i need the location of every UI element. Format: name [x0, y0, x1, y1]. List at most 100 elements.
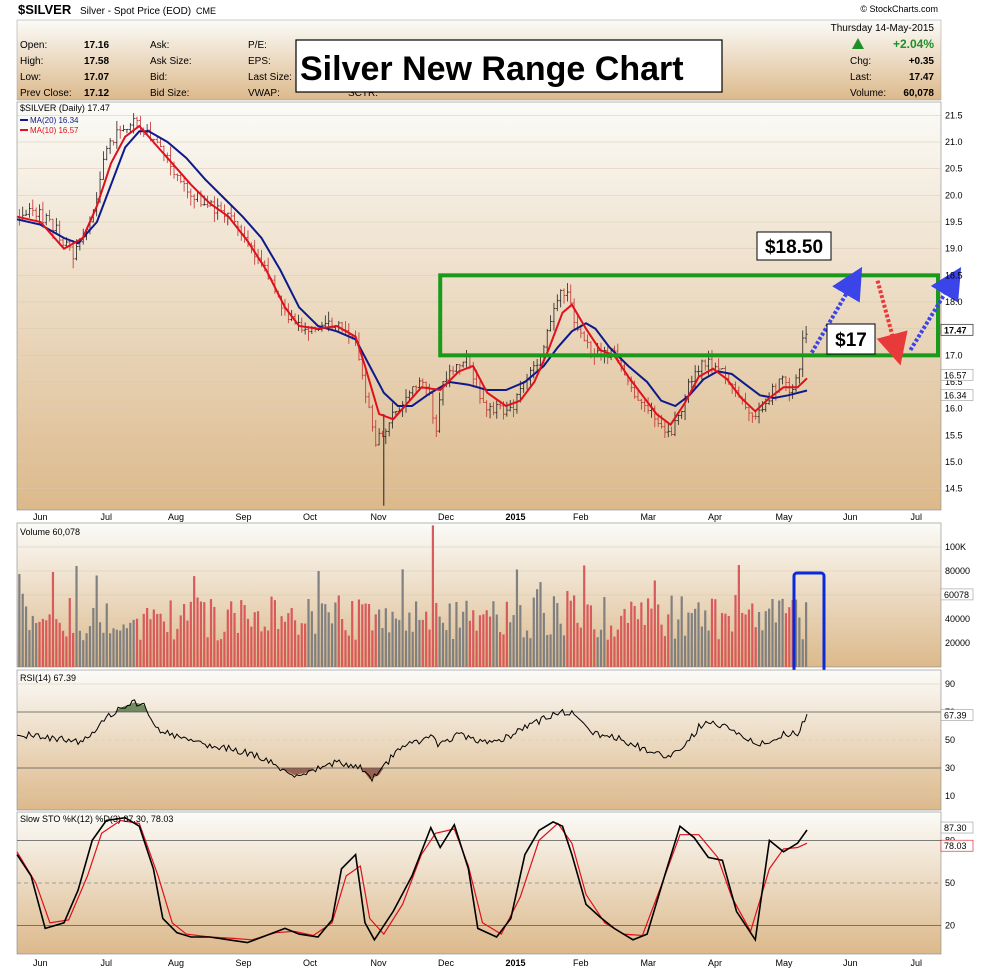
volume-bar: [478, 615, 482, 667]
volume-bar: [455, 602, 458, 667]
volume-bar: [411, 631, 414, 667]
volume-bar: [85, 633, 88, 667]
volume-bar: [519, 605, 522, 667]
volume-bar: [694, 608, 697, 667]
volume-bar: [559, 623, 562, 667]
volume-bar: [650, 608, 653, 667]
volume-bar: [230, 601, 233, 667]
volume-tick-label: 20000: [945, 638, 970, 648]
price-label: 16.57: [944, 370, 967, 380]
quote-stats-mid: Ask: Ask Size: Bid: Bid Size:: [150, 40, 192, 99]
volume-bar: [38, 621, 41, 667]
volume-bar: [209, 599, 213, 667]
quote-stats-mid2: P/E: EPS: Last Size: VWAP:: [248, 40, 292, 99]
volume-bar: [552, 596, 556, 667]
volume-bar: [162, 621, 166, 667]
month-label: Oct: [303, 512, 318, 522]
rsi-line: [16, 699, 808, 783]
month-label: Sep: [236, 512, 252, 522]
volume-bar: [310, 611, 313, 667]
volume-bar: [606, 639, 609, 667]
volume-bar: [509, 622, 512, 667]
price-tick-label: 21.5: [945, 110, 963, 120]
volume-bar: [317, 571, 320, 667]
label-low-text: $17: [835, 330, 867, 351]
label-high: $18.50: [756, 231, 832, 261]
volume-bar: [448, 603, 451, 667]
volume-bar: [626, 622, 630, 667]
volume-bar: [95, 575, 98, 667]
month-label: Jul: [101, 512, 113, 522]
volume-bar: [771, 598, 774, 667]
price-tick-label: 16.0: [945, 404, 963, 414]
volume-bar: [132, 619, 135, 667]
volume-bar: [764, 611, 767, 667]
volume-bar: [263, 626, 266, 667]
volume-bar: [660, 624, 663, 667]
volume-bar: [72, 632, 75, 667]
volume-bar: [754, 627, 757, 667]
volume-bar: [633, 605, 636, 667]
volume-bar: [41, 618, 44, 667]
volume-bar: [532, 597, 535, 667]
stat-label: Last Size:: [248, 72, 292, 83]
month-label: May: [776, 958, 794, 968]
volume-bar: [341, 619, 344, 667]
volume-tick-label: 100K: [945, 542, 966, 552]
volume-bar: [159, 613, 162, 667]
volume-bar: [798, 617, 801, 667]
rsi-last-label: 67.39: [944, 711, 967, 721]
stat-label: Last:: [850, 72, 872, 83]
stat-label: Ask Size:: [150, 56, 192, 67]
volume-bar: [119, 630, 122, 667]
candlestick-series: [17, 113, 808, 506]
volume-bar: [35, 623, 38, 667]
volume-bar: [724, 613, 727, 667]
month-label: Jun: [843, 512, 858, 522]
stat-label: EPS:: [248, 56, 271, 67]
volume-bar: [290, 607, 293, 667]
volume-bar: [451, 638, 455, 667]
volume-bar: [435, 602, 438, 667]
volume-bar: [334, 602, 337, 667]
volume-bar: [82, 640, 85, 667]
volume-bar: [300, 623, 303, 667]
volume-bar: [576, 622, 579, 667]
volume-bar: [714, 599, 717, 667]
stat-label: Ask:: [150, 40, 169, 51]
month-label: Oct: [303, 958, 318, 968]
month-axis-bottom: Jun Jul Aug Sep Oct Nov Dec 2015 Feb Mar Apr May Jun…: [33, 958, 922, 968]
volume-bar: [166, 632, 169, 667]
volume-bar: [425, 611, 428, 667]
quote-date: Thursday 14-May-2015: [831, 23, 935, 34]
quote-stats-left: Open: 17.16 High: 17.58 Low: 17.07 Prev Close:…: [20, 40, 109, 99]
volume-bar: [751, 603, 754, 667]
volume-bar: [616, 629, 619, 667]
volume-bar: [384, 608, 387, 667]
volume-bar: [680, 596, 683, 667]
volume-bar: [747, 609, 751, 667]
price-tick-label: 20.5: [945, 164, 963, 174]
price-tick-label: 19.0: [945, 244, 963, 254]
month-label: Jul: [911, 958, 923, 968]
price-tick-label: 21.0: [945, 137, 963, 147]
volume-bar: [485, 610, 488, 667]
volume-bar: [673, 638, 677, 667]
volume-bar: [391, 611, 394, 667]
volume-bar: [697, 602, 700, 667]
quote-stats-right: Chg: +0.35 Last: 17.47 Volume: 60,078: [850, 56, 934, 99]
rsi-last-box: [940, 709, 974, 721]
title-box: [295, 39, 723, 93]
stat-label: Volume:: [850, 88, 886, 99]
volume-bar: [58, 622, 61, 667]
projection-arrow: [908, 267, 962, 352]
chart-header: $SILVER Silver - Spot Price (EOD) CME © …: [16, 2, 942, 101]
volume-bar: [51, 572, 55, 667]
price-tick-label: 15.5: [945, 430, 963, 440]
change-percent: +2.04%: [893, 37, 934, 51]
volume-bar: [700, 626, 703, 667]
volume-bar: [556, 603, 559, 667]
volume-bar: [293, 620, 297, 667]
volume-bar: [515, 569, 519, 667]
volume-bar: [267, 630, 270, 667]
